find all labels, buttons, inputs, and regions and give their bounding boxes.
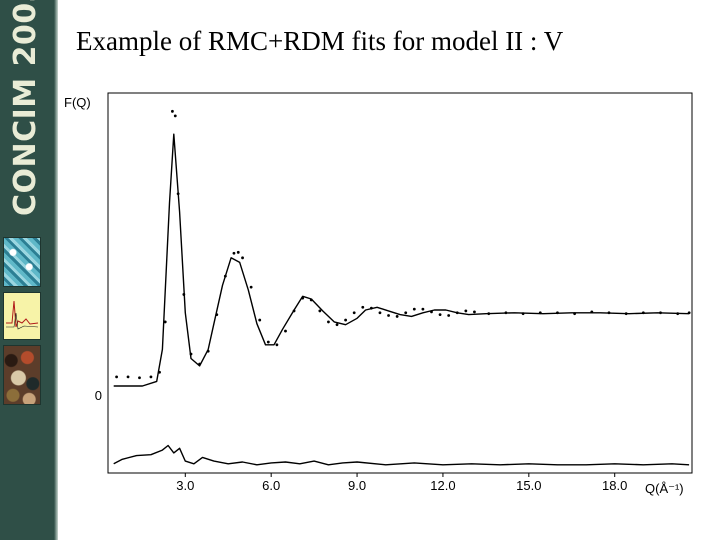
data-point — [249, 285, 253, 289]
data-point — [236, 250, 240, 254]
x-tick-label: 6.0 — [262, 478, 280, 493]
data-point — [378, 311, 382, 315]
slide-title: Example of RMC+RDM fits for model II : V — [76, 26, 564, 56]
data-point — [258, 318, 262, 322]
data-point — [556, 311, 559, 315]
data-point — [241, 256, 244, 260]
x-axis-label: Q(Å⁻¹) — [645, 481, 684, 496]
data-point — [352, 311, 356, 315]
x-tick-label: 12.0 — [430, 478, 455, 493]
data-point — [361, 305, 365, 309]
y-tick-label: 0 — [95, 388, 102, 403]
data-point — [421, 307, 425, 311]
data-point — [138, 376, 141, 380]
fit-curve-line — [113, 133, 690, 387]
data-point — [318, 309, 322, 313]
data-point — [198, 362, 202, 366]
data-point — [590, 310, 594, 314]
data-point — [455, 311, 459, 315]
data-point — [521, 312, 525, 316]
data-point — [473, 310, 476, 314]
axis-ticks: 3.0 6.0 9.0 12.0 15.0 18.0 0 — [95, 388, 628, 493]
data-point — [464, 309, 468, 313]
sidebar-banner: CONCIM 2003 — [0, 0, 58, 540]
data-point — [176, 192, 180, 196]
data-point — [659, 311, 662, 315]
data-point — [284, 329, 287, 333]
data-point — [182, 293, 186, 296]
data-point — [158, 370, 161, 374]
data-point — [189, 352, 193, 356]
data-point — [624, 312, 628, 316]
data-point — [344, 318, 348, 322]
data-point — [641, 311, 645, 315]
data-point — [412, 307, 416, 311]
data-point — [676, 312, 680, 316]
spectrum-plot-image — [3, 292, 41, 340]
data-point — [206, 349, 210, 353]
data-point — [487, 312, 491, 316]
data-point — [404, 311, 408, 315]
data-point — [173, 114, 177, 118]
gemstones-image — [3, 345, 41, 405]
data-point — [504, 311, 508, 315]
data-point — [163, 320, 167, 324]
y-axis-label: F(Q) — [64, 95, 91, 110]
data-point — [215, 313, 219, 316]
data-point — [438, 313, 442, 316]
data-point — [327, 320, 330, 324]
data-point — [126, 375, 130, 379]
data-point — [266, 340, 270, 344]
data-point — [538, 311, 542, 315]
difference-curve-line — [113, 444, 690, 466]
data-point — [447, 314, 451, 317]
data-point — [149, 375, 153, 379]
data-point — [301, 296, 305, 300]
data-point — [387, 314, 390, 317]
sidebar-edge — [54, 0, 58, 540]
data-point — [369, 306, 373, 310]
data-point — [292, 309, 296, 313]
data-point — [275, 343, 279, 347]
data-point — [687, 311, 691, 315]
x-tick-label: 3.0 — [176, 478, 194, 493]
x-tick-label: 18.0 — [602, 478, 627, 493]
data-point — [573, 312, 577, 316]
crystal-structure-image — [3, 237, 41, 287]
data-point — [395, 315, 399, 318]
x-tick-label: 15.0 — [516, 478, 541, 493]
data-point — [223, 274, 227, 278]
data-point — [171, 109, 174, 113]
data-points-series — [115, 109, 691, 380]
data-point — [309, 298, 313, 302]
data-point — [607, 311, 611, 315]
plot-frame — [107, 92, 693, 474]
data-point — [430, 310, 433, 314]
data-point — [115, 375, 118, 379]
plot-series — [113, 109, 691, 466]
spectrum-plot-graphic — [4, 293, 40, 339]
data-point — [335, 323, 339, 327]
x-tick-label: 9.0 — [348, 478, 366, 493]
data-point — [232, 251, 236, 255]
